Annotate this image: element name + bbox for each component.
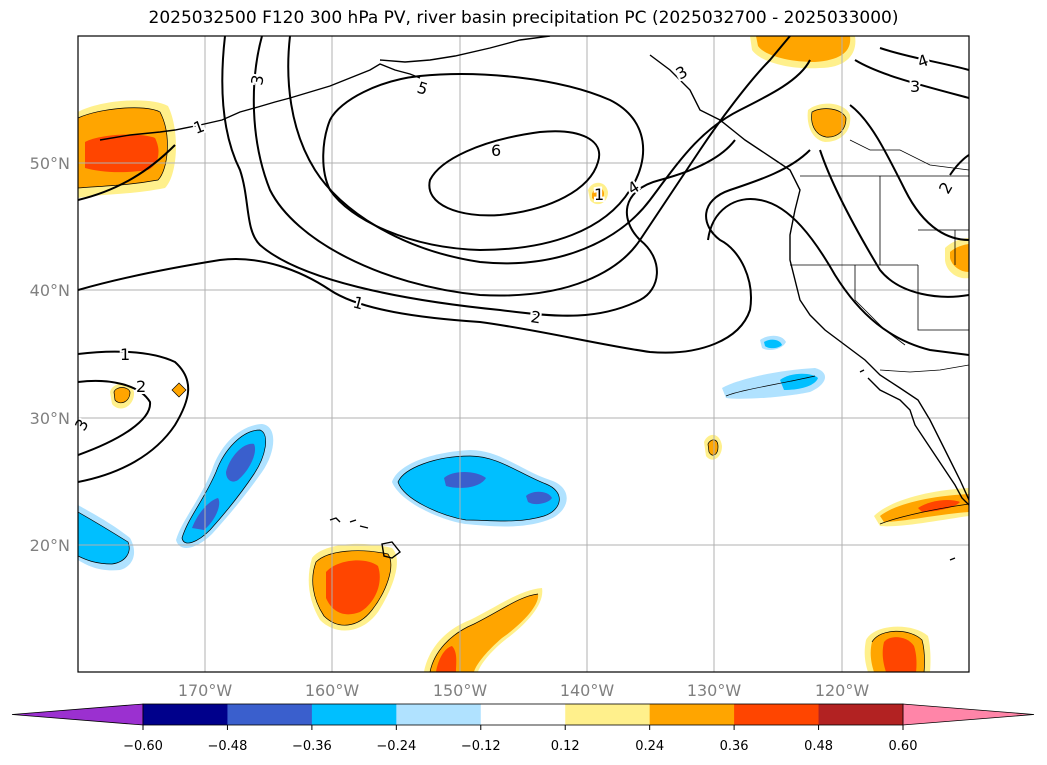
lat-label: 20°N <box>30 536 70 555</box>
bc-interior <box>849 139 969 171</box>
colorbar-tick-label: 0.48 <box>804 739 833 754</box>
precip-patch-nw-strong <box>85 134 159 173</box>
contour-label: 1 <box>594 185 604 204</box>
aleutian-chain <box>99 63 421 141</box>
lon-label: 120°W <box>815 681 870 700</box>
political-borders <box>790 139 969 373</box>
colorbar-bin <box>311 704 397 725</box>
pv-contour-2-sw <box>78 379 152 456</box>
colorbar-tick-label: −0.24 <box>376 739 416 754</box>
negative-precip-patches <box>78 335 826 571</box>
pv-contour-1-sw <box>78 350 190 483</box>
pv-contour-4-east <box>849 104 969 241</box>
lon-label: 130°W <box>687 681 742 700</box>
graticule <box>78 36 969 672</box>
colorbar-tick-label: −0.48 <box>208 739 248 754</box>
pv-contour-6 <box>428 130 601 217</box>
colorbar-bin <box>565 704 651 725</box>
colorbar-tick-label: 0.12 <box>551 739 580 754</box>
pv-contour-3 <box>252 36 791 297</box>
colorbar-tick-label: −0.60 <box>123 739 163 754</box>
precip-patch-outlines <box>78 107 969 672</box>
pv-contour-1 <box>78 149 811 354</box>
colorbar-bin <box>734 704 820 725</box>
pv-contour-5 <box>322 73 644 252</box>
baja-peninsula <box>867 377 969 506</box>
lon-label: 170°W <box>178 681 233 700</box>
guadalupe-island <box>859 369 865 373</box>
contour-label: 3 <box>910 77 920 96</box>
colorbar-tick-label: 0.36 <box>720 739 749 754</box>
map-plot-area <box>78 36 969 672</box>
alaska-panhandle <box>649 54 969 501</box>
positive-precip-patches <box>78 36 969 672</box>
colorbar: −0.60 −0.48 −0.36 −0.24 −0.12 0.12 0.24 0.36 0.4… <box>11 703 1035 754</box>
pv-contour-2 <box>221 36 736 317</box>
pv-contour-ne-4 <box>879 47 969 71</box>
pv-contour-nw <box>78 144 176 201</box>
colorbar-under-extension <box>11 703 144 726</box>
lon-labels: 170°W 160°W 150°W 140°W 130°W 120°W <box>178 681 870 700</box>
lat-label: 40°N <box>30 281 70 300</box>
us-states-1 <box>790 176 969 331</box>
us-mexico-border <box>879 364 969 373</box>
colorbar-over-extension <box>902 703 1035 726</box>
contour-label: 2 <box>136 377 146 396</box>
contour-label: 2 <box>529 307 542 327</box>
mexico-coast <box>949 557 956 561</box>
colorbar-bin <box>396 704 482 725</box>
colorbar-bin <box>227 704 313 725</box>
pv-contour-2-east <box>707 198 969 356</box>
hawaii-islands <box>329 517 401 559</box>
lon-label: 150°W <box>433 681 488 700</box>
colorbar-bin <box>818 704 904 725</box>
colorbar-tick-label: 0.60 <box>889 739 918 754</box>
colorbar-tick-label: −0.36 <box>292 739 332 754</box>
calif-nevada <box>854 265 906 346</box>
contour-label: 6 <box>491 141 501 160</box>
precip-patch-neg-170w-strong <box>192 498 220 530</box>
colorbar-tick-label: −0.12 <box>461 739 501 754</box>
pv-contour-3-east <box>819 149 969 298</box>
contour-label: 1 <box>120 345 130 364</box>
lat-label: 50°N <box>30 154 70 173</box>
lat-labels: 50°N 40°N 30°N 20°N <box>30 154 70 555</box>
precip-patch-hawaii-south-strong <box>326 560 380 615</box>
map-title: 2025032500 F120 300 hPa PV, river basin … <box>148 8 899 28</box>
alaska-coast <box>379 36 551 63</box>
pv-contours <box>78 36 969 483</box>
lon-label: 160°W <box>305 681 360 700</box>
lat-label: 30°N <box>30 409 70 428</box>
colorbar-bin <box>480 704 566 725</box>
precip-patch-neg-150w-strong <box>444 472 486 488</box>
lon-label: 140°W <box>560 681 615 700</box>
pv-contour-4-a <box>287 36 811 265</box>
plot-frame <box>77 35 970 673</box>
colorbar-tick-label: 0.24 <box>635 739 664 754</box>
pv-contour-ne-3 <box>854 59 969 99</box>
colorbar-bin <box>143 704 228 725</box>
colorbar-bin <box>649 704 735 725</box>
coastlines <box>99 36 969 561</box>
